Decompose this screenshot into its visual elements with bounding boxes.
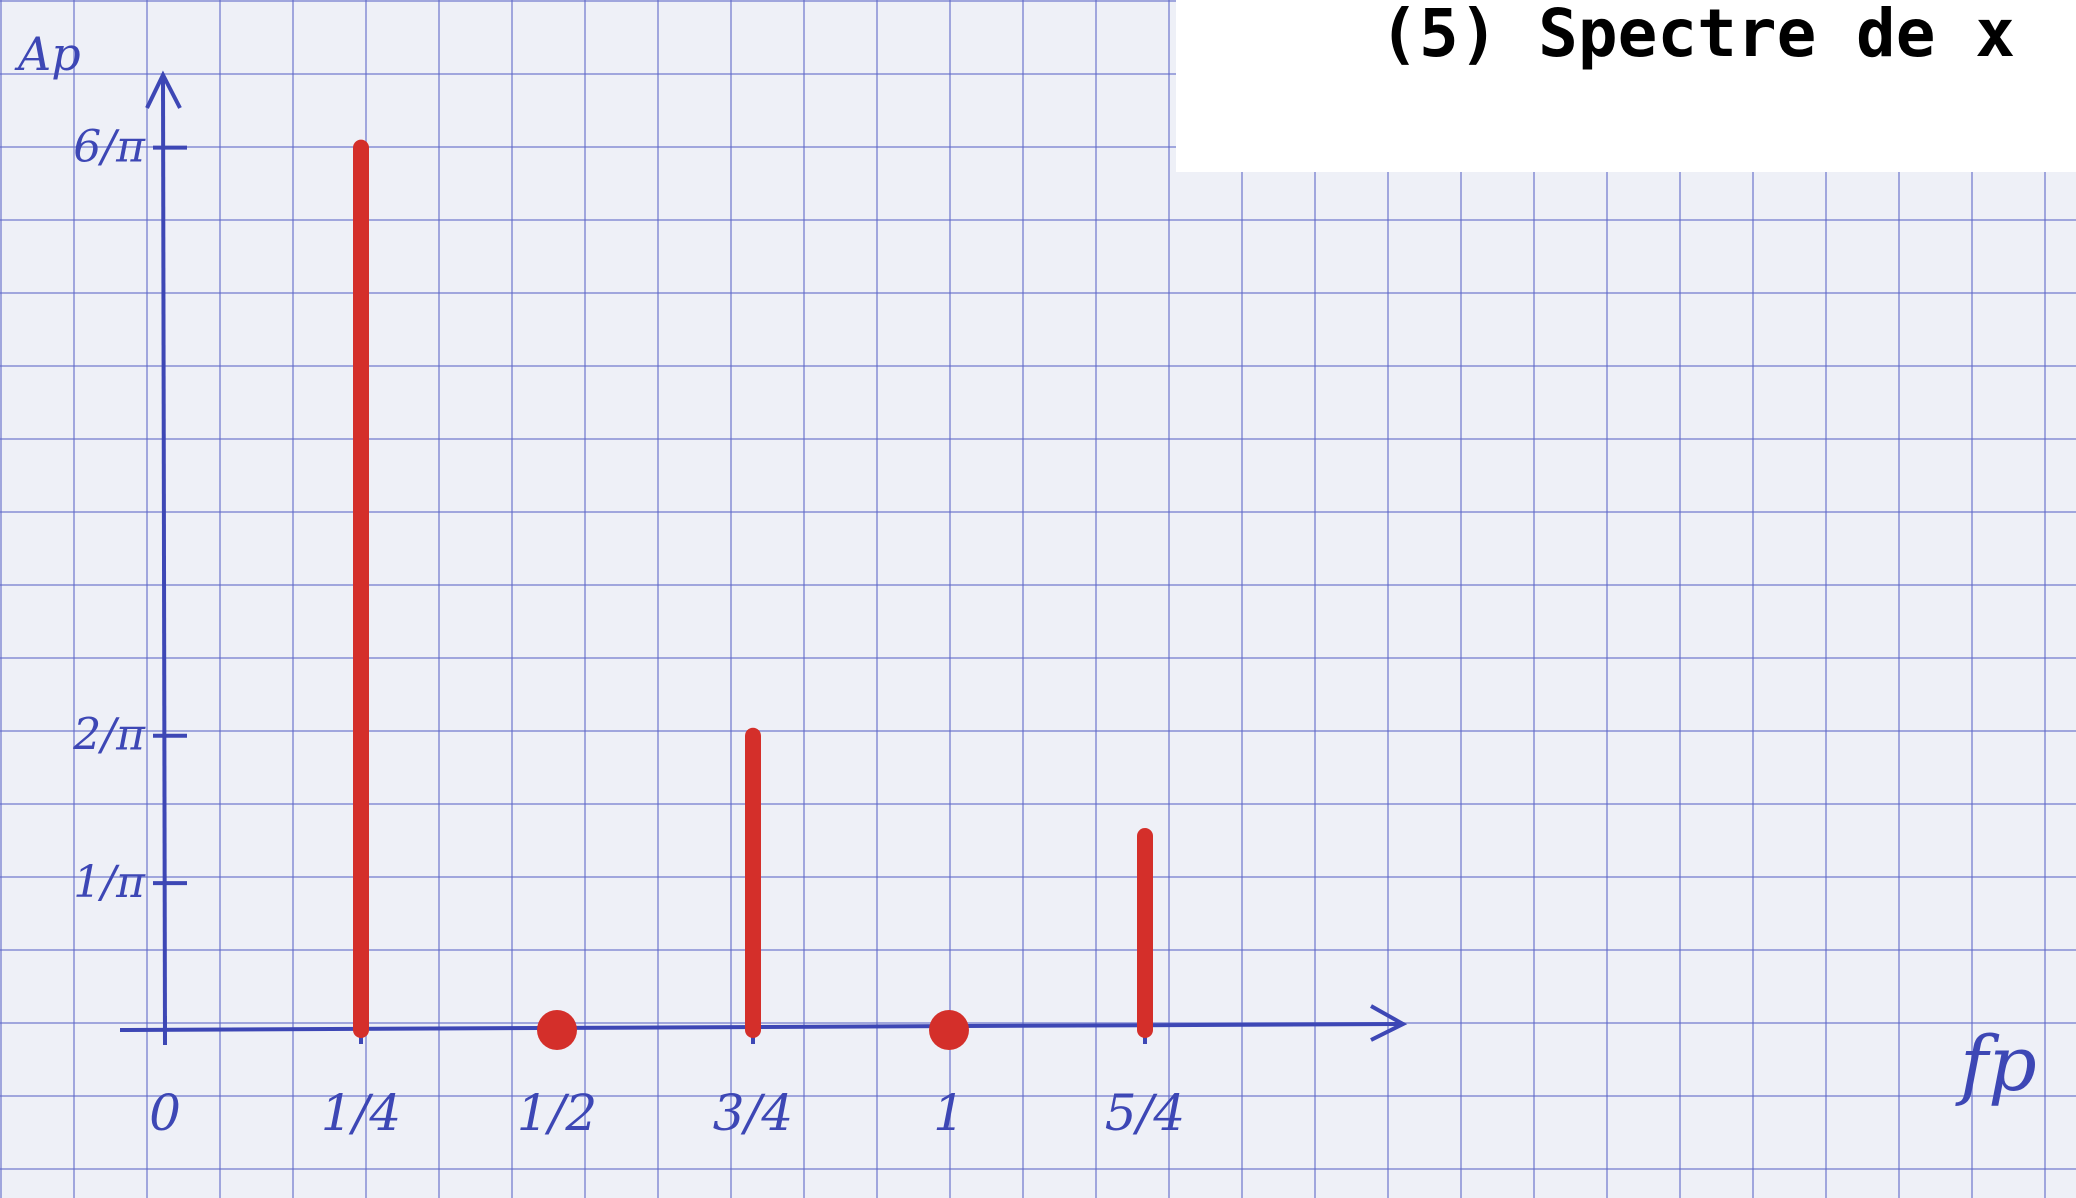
page: (5) Spectre de x fp Ap 1/π 2/π 6/π 0 1/4 1/2 3… xyxy=(0,0,2076,1198)
x-tick-label: 5/4 xyxy=(1105,1084,1185,1142)
y-tick-label: 1/π xyxy=(73,857,146,908)
y-axis xyxy=(163,78,165,1045)
x-axis-label: fp xyxy=(1955,1019,2037,1108)
x-tick-label: 1 xyxy=(933,1084,965,1142)
chart-title: (5) Spectre de x xyxy=(1379,0,2015,72)
x-tick-label: 3/4 xyxy=(713,1084,793,1142)
x-tick-label: 0 xyxy=(149,1084,181,1142)
x-tick-label: 1/2 xyxy=(517,1084,597,1142)
stem-dot xyxy=(929,1010,969,1050)
y-tick-label: 6/π xyxy=(73,122,146,173)
y-axis-label: Ap xyxy=(14,27,81,81)
y-tick-label: 2/π xyxy=(72,710,146,761)
stem-dot xyxy=(537,1010,577,1050)
x-tick-label: 1/4 xyxy=(321,1084,401,1142)
chart: (5) Spectre de x fp Ap 1/π 2/π 6/π 0 1/4 1/2 3… xyxy=(0,0,2076,1198)
